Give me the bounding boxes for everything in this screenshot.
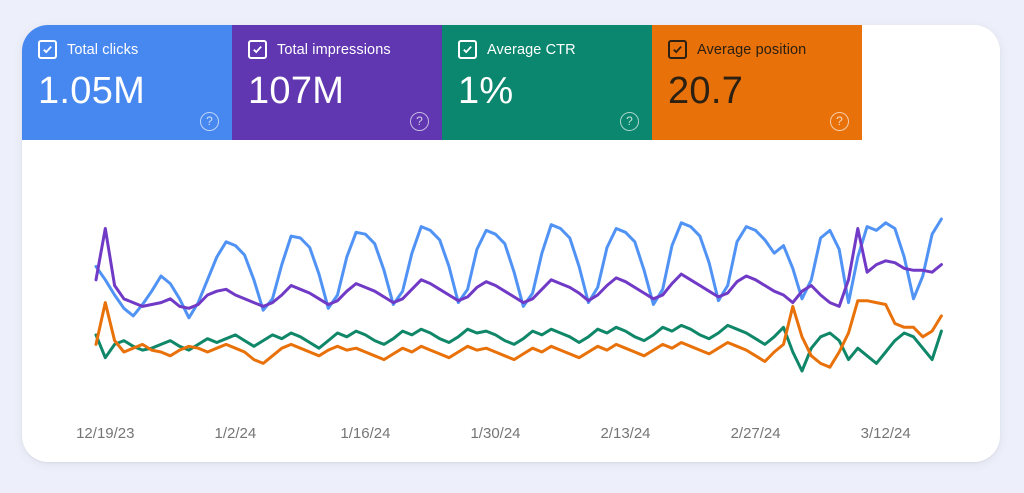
metric-header: Average CTR (458, 40, 636, 59)
x-axis-tick-label: 2/27/24 (731, 425, 781, 442)
x-axis-tick-label: 3/12/24 (861, 425, 911, 442)
metric-value: 1% (458, 70, 514, 112)
metric-value: 20.7 (668, 70, 744, 112)
metric-header: Average position (668, 40, 846, 59)
average-ctr-line (94, 323, 943, 373)
metric-card-total-impressions[interactable]: Total impressions 107M ? (232, 25, 442, 140)
metric-header: Total impressions (248, 40, 426, 59)
metric-header: Total clicks (38, 40, 216, 59)
metric-card-average-ctr[interactable]: Average CTR 1% ? (442, 25, 652, 140)
metric-card-average-position[interactable]: Average position 20.7 ? (652, 25, 862, 140)
average-position-line (94, 299, 943, 369)
metric-label: Average position (697, 41, 807, 58)
x-axis-tick-label: 1/30/24 (470, 425, 520, 442)
metric-label: Total impressions (277, 41, 391, 58)
chart-canvas: 12/19/23 1/2/24 1/16/24 1/30/24 2/13/24 2/27/… (76, 217, 943, 442)
help-icon[interactable]: ? (410, 112, 429, 131)
performance-report-card: Total clicks 1.05M ? Total impressions 1… (22, 25, 1000, 462)
total-clicks-line (94, 217, 943, 320)
checkbox-checked-icon[interactable] (38, 40, 57, 59)
x-axis-tick-label: 12/19/23 (76, 425, 134, 442)
metric-label: Total clicks (67, 41, 139, 58)
checkbox-checked-icon[interactable] (458, 40, 477, 59)
help-icon[interactable]: ? (830, 112, 849, 131)
performance-time-series-chart[interactable]: 12/19/23 1/2/24 1/16/24 1/30/24 2/13/24 2/27/… (22, 140, 1000, 462)
metric-label: Average CTR (487, 41, 576, 58)
metric-card-total-clicks[interactable]: Total clicks 1.05M ? (22, 25, 232, 140)
metric-value: 1.05M (38, 70, 146, 112)
x-axis-tick-label: 2/13/24 (600, 425, 650, 442)
metric-summary-bar: Total clicks 1.05M ? Total impressions 1… (22, 25, 1000, 140)
checkbox-checked-icon[interactable] (668, 40, 687, 59)
metric-value: 107M (248, 70, 345, 112)
help-icon[interactable]: ? (620, 112, 639, 131)
x-axis-tick-label: 1/2/24 (215, 425, 257, 442)
total-impressions-line (94, 227, 943, 310)
checkbox-checked-icon[interactable] (248, 40, 267, 59)
x-axis-tick-label: 1/16/24 (340, 425, 390, 442)
help-icon[interactable]: ? (200, 112, 219, 131)
